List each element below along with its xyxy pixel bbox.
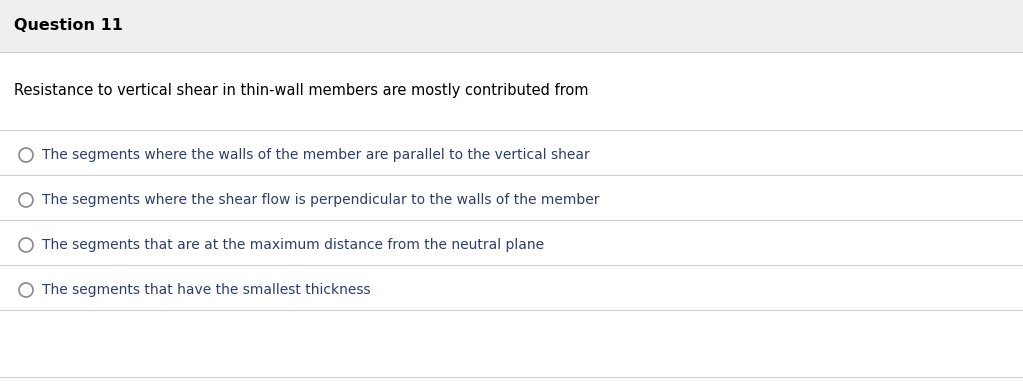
Text: The segments that have the smallest thickness: The segments that have the smallest thic…: [42, 283, 370, 297]
Text: The segments that are at the maximum distance from the neutral plane: The segments that are at the maximum dis…: [42, 238, 544, 252]
Text: Question 11: Question 11: [14, 18, 123, 33]
Text: Resistance to vertical shear in thin-wall members are mostly contributed from: Resistance to vertical shear in thin-wal…: [14, 82, 588, 97]
Text: The segments where the walls of the member are parallel to the vertical shear: The segments where the walls of the memb…: [42, 148, 589, 162]
Bar: [0, 0, 1023, 52]
Text: The segments where the shear flow is perpendicular to the walls of the member: The segments where the shear flow is per…: [42, 193, 599, 207]
